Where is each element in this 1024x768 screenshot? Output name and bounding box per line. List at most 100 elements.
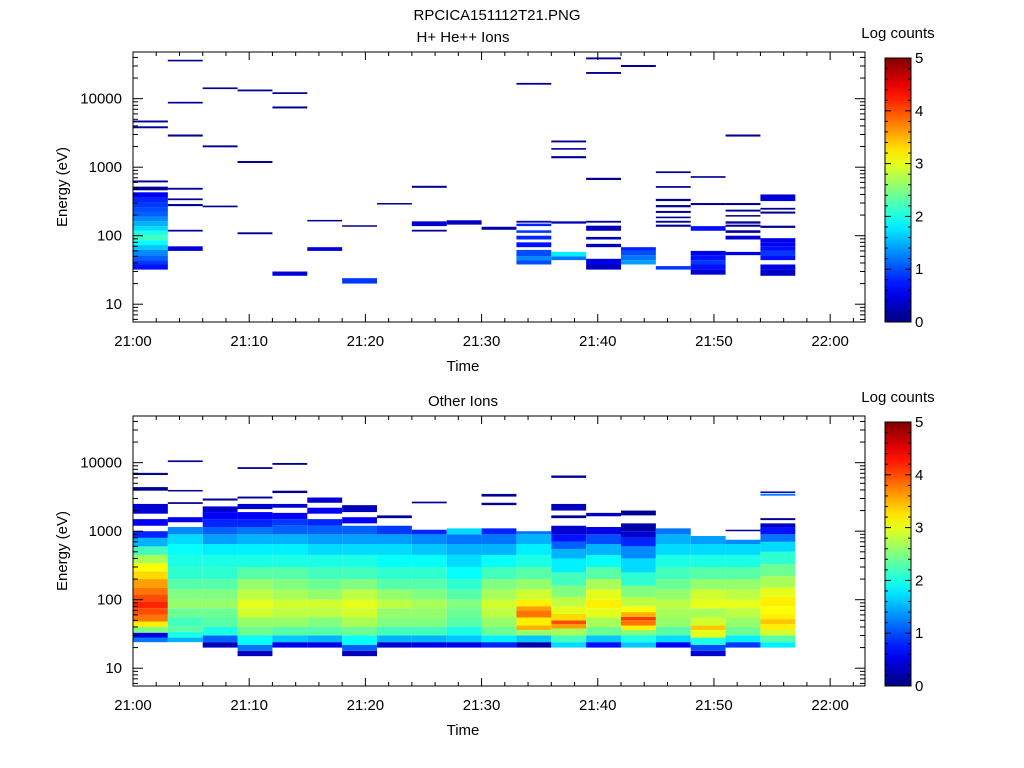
heatmap-cell [621, 585, 656, 597]
heatmap-cell [725, 599, 761, 609]
heatmap-cell [481, 642, 517, 648]
y-tick-label: 1000 [89, 523, 122, 540]
heatmap-cell [133, 579, 168, 588]
heatmap-cell [481, 528, 517, 535]
heatmap-cell [725, 203, 761, 206]
heatmap-cell [377, 589, 412, 600]
heatmap-cell [307, 219, 343, 222]
heatmap-cell [551, 558, 587, 573]
colorbar-tick-label: 2 [915, 208, 923, 225]
heatmap-cell [342, 579, 377, 590]
heatmap-cell [586, 642, 621, 648]
heatmap-cell [760, 493, 796, 496]
heatmap-cell [586, 626, 621, 636]
heatmap-cell [202, 567, 238, 580]
heatmap-cell [551, 541, 587, 549]
heatmap-cell [237, 89, 273, 92]
heatmap-cell [760, 269, 796, 276]
heatmap-cell [760, 250, 796, 256]
colorbar-tick-label: 5 [915, 50, 923, 67]
heatmap-cell [133, 571, 168, 580]
heatmap-cell [411, 635, 447, 643]
colorbar-tick-label: 1 [915, 261, 923, 278]
heatmap-cell [446, 220, 482, 225]
heatmap-cell [446, 554, 482, 568]
heatmap-cell [167, 246, 203, 251]
heatmap-cell [133, 264, 168, 270]
heatmap-cell [272, 599, 308, 609]
heatmap-cell [760, 564, 796, 577]
heatmap-cell [167, 187, 203, 190]
heatmap-cell [586, 243, 621, 248]
heatmap-cell [167, 608, 203, 618]
heatmap-cell [133, 472, 168, 476]
colorbar-tick-label: 3 [915, 156, 923, 173]
heatmap-cell [690, 579, 726, 590]
heatmap-cell [446, 642, 482, 648]
heatmap-cell [760, 211, 796, 214]
heatmap-cell [342, 635, 377, 645]
heatmap-cell [272, 642, 308, 648]
heatmap-cell [133, 594, 168, 602]
heatmap-cell [237, 519, 273, 528]
heatmap-cell [237, 534, 273, 545]
heatmap-cell [516, 230, 552, 233]
heatmap-cell [551, 503, 587, 511]
heatmap-cell [133, 503, 168, 514]
heatmap-cell [307, 519, 343, 526]
heatmap-cell [621, 612, 656, 617]
heatmap-cell [446, 589, 482, 600]
heatmap-cell [133, 192, 168, 198]
heatmap-cell [307, 608, 343, 618]
heatmap-cell [167, 637, 203, 643]
heatmap-cell [133, 207, 168, 212]
heatmap-cell [342, 608, 377, 618]
heatmap-cell [377, 554, 412, 568]
heatmap-cell [272, 617, 308, 627]
heatmap-cell [481, 534, 517, 545]
colorbar [884, 421, 912, 687]
heatmap-cell [655, 554, 691, 568]
heatmap-cell [167, 567, 203, 580]
heatmap-cell [133, 537, 168, 547]
heatmap-cell [655, 266, 691, 270]
colorbar-tick-label: 1 [915, 625, 923, 642]
colorbar-label: Log counts [861, 389, 934, 406]
heatmap-cell [342, 534, 377, 545]
heatmap-cell [655, 198, 691, 202]
heatmap-cell [446, 528, 482, 535]
heatmap-cell [481, 589, 517, 600]
heatmap-cell [586, 177, 621, 181]
heatmap-cell [690, 255, 726, 261]
x-tick-label: 21:00 [114, 333, 152, 350]
heatmap-cell [655, 210, 691, 213]
heatmap-cell [586, 567, 621, 580]
heatmap-cell [516, 249, 552, 257]
heatmap-cell [133, 216, 168, 222]
heatmap-cell [237, 644, 273, 651]
heatmap-cell [133, 632, 168, 638]
heatmap-cell [167, 534, 203, 545]
heatmap-cell [725, 209, 761, 212]
y-tick-label: 100 [97, 592, 122, 609]
heatmap-cell [272, 567, 308, 580]
heatmap-cell [411, 626, 447, 636]
colorbar-tick-label: 3 [915, 520, 923, 537]
heatmap-cell [202, 589, 238, 600]
heatmap-cell [760, 551, 796, 565]
heatmap-cell [760, 635, 796, 643]
heatmap-cell [551, 251, 587, 257]
heatmap-cell [760, 606, 796, 614]
heatmap-cell [516, 579, 552, 590]
panel-h-he-ions: H+ He++ Ions 21:00 21:10 21:20 21:30 21:40 21:… [54, 25, 935, 375]
heatmap-cell [167, 554, 203, 568]
heatmap-cell [621, 250, 656, 256]
heatmap-cell [342, 505, 377, 513]
plot-frame [132, 415, 866, 687]
heatmap-cell [202, 599, 238, 609]
heatmap-cell [586, 599, 621, 609]
heatmap-cell [167, 589, 203, 600]
heatmap-cell [655, 216, 691, 219]
heatmap-cell [133, 186, 168, 191]
heatmap-cell [167, 625, 203, 632]
